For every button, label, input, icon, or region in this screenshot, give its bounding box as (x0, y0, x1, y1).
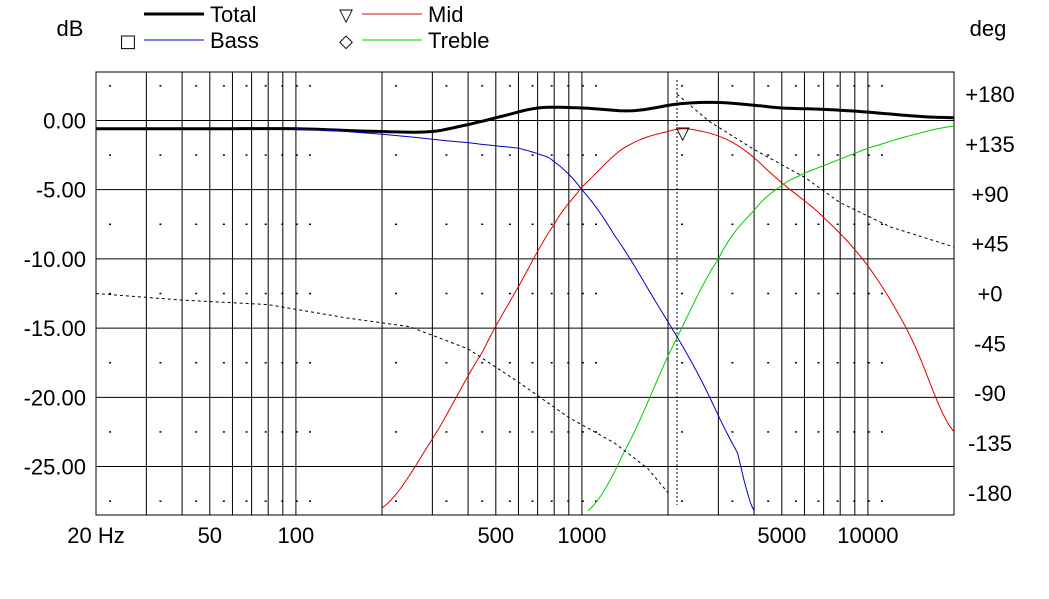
legend-label-bass: Bass (210, 28, 259, 53)
x-tick-label: 50 (198, 523, 222, 548)
legend-symbol-mid: ▽ (339, 5, 353, 26)
y-left-axis-label: dB (57, 16, 84, 41)
y-left-tick-label: 0.00 (43, 108, 86, 133)
y-right-tick-label: +0 (977, 282, 1002, 307)
marker-triangle: ▽ (676, 123, 690, 144)
legend-label-total: Total (210, 2, 256, 27)
series-mid-line (381, 128, 955, 509)
phase-curve (676, 93, 955, 248)
legend: Total □ Bass ▽ Mid ◇ Treble (119, 2, 489, 53)
y-right-tick-label: +180 (965, 82, 1015, 107)
y-left-tick-label: -20.00 (24, 385, 86, 410)
y-right-tick-label: +90 (971, 182, 1008, 207)
y-right-tick-label: -180 (968, 481, 1012, 506)
y-left-tick-label: -5.00 (36, 178, 86, 203)
series-group (95, 80, 955, 512)
marker-group: ▽ (676, 123, 690, 144)
x-tick-label: 500 (477, 523, 514, 548)
legend-symbol-treble: ◇ (339, 31, 353, 52)
y-left-tick-label: -25.00 (24, 455, 86, 480)
phase-curve (95, 293, 669, 494)
series-treble-line (587, 125, 955, 512)
y-right-axis-label: deg (970, 16, 1007, 41)
y-right-tick-label: -135 (968, 431, 1012, 456)
legend-label-treble: Treble (428, 28, 490, 53)
series-total-line (96, 100, 955, 134)
grid-dots (109, 85, 883, 502)
grid (96, 72, 954, 515)
legend-symbol-bass: □ (119, 31, 136, 52)
x-tick-label: 1000 (557, 523, 606, 548)
plot-background (96, 72, 954, 515)
y-right-tick-label: +45 (971, 232, 1008, 257)
y-right-tick-label: +135 (965, 132, 1015, 157)
series-bass-line (295, 128, 755, 512)
x-tick-label: 100 (278, 523, 315, 548)
legend-label-mid: Mid (428, 2, 463, 27)
axis-labels: 20 Hz 50 100 500 1000 5000 10000 0.00 -5.00 -10.0… (24, 16, 1015, 548)
x-tick-label: 5000 (757, 523, 806, 548)
x-tick-label: 10000 (837, 523, 898, 548)
y-right-tick-label: -90 (974, 381, 1006, 406)
y-left-tick-label: -10.00 (24, 247, 86, 272)
x-tick-label: 20 Hz (67, 523, 124, 548)
y-left-tick-label: -15.00 (24, 316, 86, 341)
y-right-tick-label: -45 (974, 331, 1006, 356)
